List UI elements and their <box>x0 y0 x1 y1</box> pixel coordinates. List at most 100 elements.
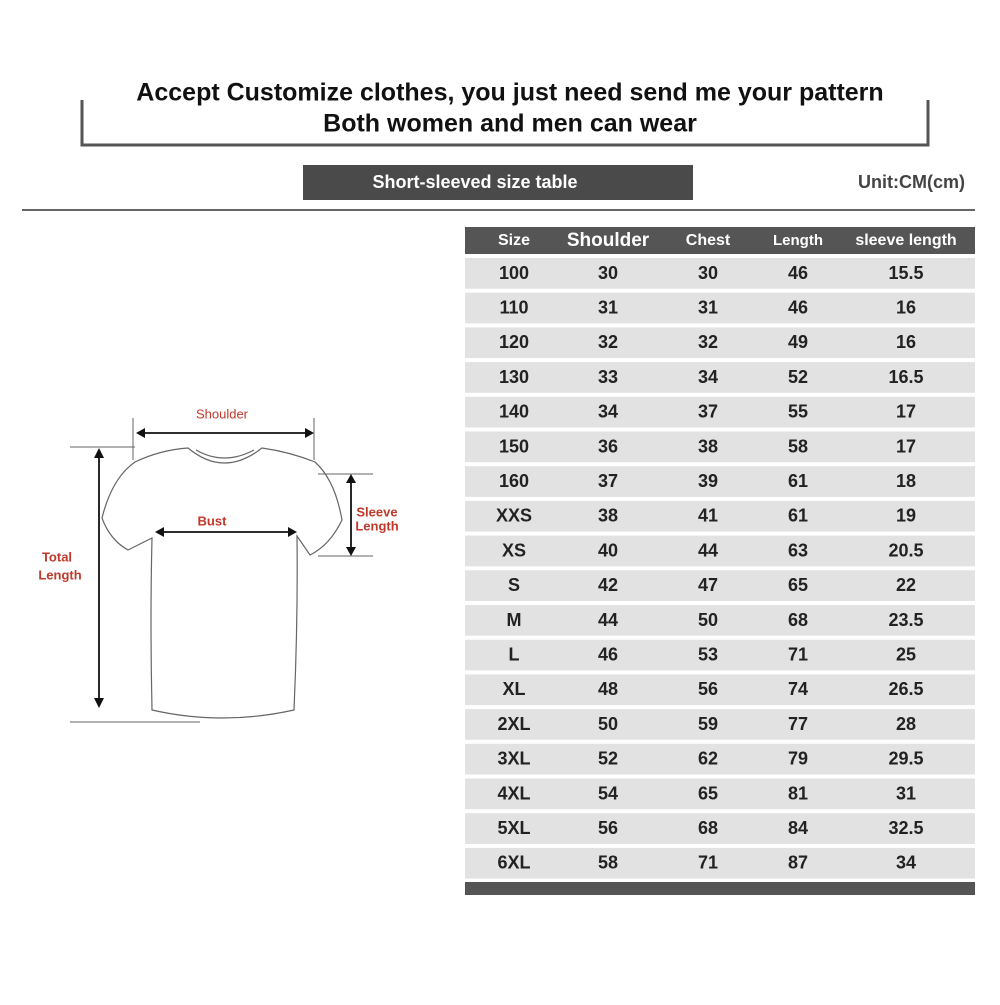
cell: 61 <box>788 506 808 526</box>
cell: 58 <box>598 853 618 873</box>
cell: 30 <box>698 263 718 283</box>
row-bg <box>465 431 975 463</box>
cell: L <box>509 644 520 664</box>
cell: 65 <box>788 575 808 595</box>
cell: 38 <box>598 506 618 526</box>
bust-label: Bust <box>198 513 228 528</box>
cell: 25 <box>896 644 916 664</box>
cell: 41 <box>698 506 718 526</box>
title-bar <box>303 165 693 200</box>
cell: 31 <box>698 297 718 317</box>
cell: 56 <box>698 679 718 699</box>
cell: 42 <box>598 575 618 595</box>
cell: 40 <box>598 540 618 560</box>
cell: 17 <box>896 402 916 422</box>
cell: 140 <box>499 402 529 422</box>
cell: 15.5 <box>888 263 923 283</box>
shoulder-label: Shoulder <box>196 406 249 421</box>
cell: 32 <box>698 332 718 352</box>
cell: 71 <box>788 644 808 664</box>
cell: 16 <box>896 297 916 317</box>
tshirt-diagram <box>70 418 373 723</box>
row-bg <box>465 535 975 567</box>
cell: 36 <box>598 436 618 456</box>
column-header: Shoulder <box>567 230 650 251</box>
cell: 74 <box>788 679 808 699</box>
cell: XL <box>502 679 525 699</box>
cell: 46 <box>788 297 808 317</box>
cell: 37 <box>698 402 718 422</box>
cell: S <box>508 575 520 595</box>
cell: 48 <box>598 679 618 699</box>
row-bg <box>465 674 975 706</box>
cell: 5XL <box>497 818 530 838</box>
cell: 16.5 <box>888 367 923 387</box>
cell: 56 <box>598 818 618 838</box>
row-bg <box>465 778 975 810</box>
row-bg <box>465 570 975 601</box>
column-header: sleeve length <box>855 232 956 249</box>
cell: 38 <box>698 436 718 456</box>
cell: 58 <box>788 436 808 456</box>
cell: 16 <box>896 332 916 352</box>
cell: 87 <box>788 853 808 873</box>
column-header: Chest <box>686 232 731 249</box>
row-bg <box>465 258 975 289</box>
cell: 130 <box>499 367 529 387</box>
sleeve-label: Length <box>355 518 398 533</box>
unit: Unit:CM(cm) <box>858 172 965 192</box>
column-header: Size <box>498 232 530 249</box>
header-bracket <box>80 100 930 147</box>
cell: 34 <box>896 853 916 873</box>
collar <box>195 449 255 459</box>
cell: 28 <box>896 714 916 734</box>
table-header-bg <box>465 227 975 254</box>
cell: 52 <box>598 749 618 769</box>
cell: 65 <box>698 783 718 803</box>
cell: 3XL <box>497 749 530 769</box>
cell: 110 <box>499 297 528 317</box>
cell: 100 <box>499 263 529 283</box>
cell: 6XL <box>497 853 530 873</box>
header-line: Both women and men can wear <box>323 110 697 138</box>
cell: 77 <box>788 714 808 734</box>
cell: 46 <box>788 263 808 283</box>
cell: 4XL <box>497 783 530 803</box>
cell: 61 <box>788 471 808 491</box>
header-line: Accept Customize clothes, you just need … <box>136 79 883 107</box>
cell: 31 <box>598 297 618 317</box>
row-bg <box>465 500 975 532</box>
cell: 62 <box>698 749 718 769</box>
cell: 44 <box>598 610 618 630</box>
row-bg <box>465 396 975 428</box>
cell: 150 <box>499 436 529 456</box>
cell: 63 <box>788 540 808 560</box>
cell: 55 <box>788 402 808 422</box>
cell: 50 <box>698 610 718 630</box>
cell: 53 <box>698 644 718 664</box>
row-bg <box>465 709 975 740</box>
cell: 81 <box>788 783 808 803</box>
cell: 44 <box>698 540 718 560</box>
cell: 26.5 <box>888 679 923 699</box>
cell: 68 <box>788 610 808 630</box>
cell: 120 <box>499 332 529 352</box>
cell: XS <box>502 540 526 560</box>
total-label: Total <box>42 549 72 564</box>
row-bg <box>465 327 975 359</box>
cell: 54 <box>598 783 618 803</box>
row-bg <box>465 639 975 671</box>
cell: 33 <box>598 367 618 387</box>
cell: 34 <box>698 367 718 387</box>
cell: 39 <box>698 471 718 491</box>
cell: 71 <box>698 853 718 873</box>
cell: XXS <box>496 506 532 526</box>
row-bg <box>465 362 975 393</box>
arrowheads <box>94 428 356 708</box>
cell: 79 <box>788 749 808 769</box>
cell: 29.5 <box>888 749 923 769</box>
cell: 31 <box>896 783 916 803</box>
row-bg <box>465 813 975 844</box>
row-bg <box>465 605 975 636</box>
sleeve-label: Sleeve <box>356 504 397 519</box>
